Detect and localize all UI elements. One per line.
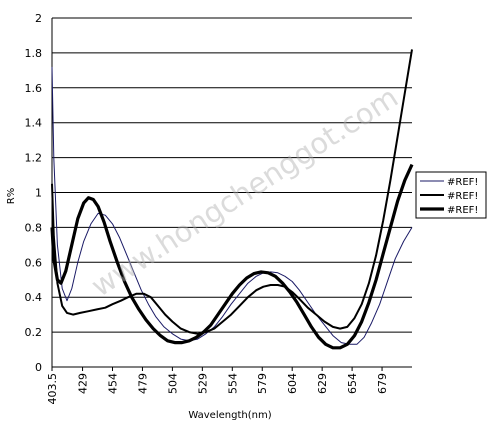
x-axis-title: Wavelength(nm) [188, 410, 271, 421]
legend: #REF! #REF! #REF! [415, 171, 487, 219]
y-tick-label: 0.4 [25, 291, 43, 304]
x-axis-ticks: 403.5 429 454 479 504 529 554 579 604 629 654 679 [46, 367, 389, 405]
x-tick-label: 479 [136, 373, 149, 394]
y-tick-label: 0.8 [25, 221, 43, 234]
y-tick-label: 1.8 [25, 47, 43, 60]
x-tick-label: 529 [196, 373, 209, 394]
y-tick-label: 1.6 [25, 82, 43, 95]
y-tick-label: 1.4 [25, 117, 43, 130]
series-line-2 [51, 49, 413, 335]
y-tick-label: 0.2 [25, 326, 43, 339]
y-tick-label: 0.6 [25, 256, 43, 269]
series-line-3 [50, 163, 414, 350]
y-axis-title: R% [6, 188, 17, 204]
x-tick-label: 454 [106, 373, 119, 394]
x-tick-label: 429 [77, 373, 90, 394]
y-tick-label: 2 [35, 12, 42, 25]
watermark-text: www.hongchenggot.com [85, 80, 404, 304]
x-tick-label: 604 [286, 373, 299, 394]
x-tick-label: 554 [226, 373, 239, 394]
grid-lines [52, 17, 412, 333]
x-tick-label: 629 [316, 373, 329, 394]
legend-label-3: #REF! [447, 205, 478, 216]
y-tick-label: 0 [35, 361, 42, 374]
x-tick-label: 504 [166, 373, 179, 394]
x-tick-label: 654 [346, 373, 359, 394]
y-tick-label: 1.2 [25, 152, 43, 165]
x-tick-label: 579 [256, 373, 269, 394]
legend-label-1: #REF! [447, 177, 478, 188]
series-lines [50, 49, 414, 350]
y-axis-ticks: 0 0.2 0.4 0.6 0.8 1 1.2 1.4 1.6 1.8 2 [25, 12, 43, 374]
legend-label-2: #REF! [447, 191, 478, 202]
x-tick-label: 679 [376, 373, 389, 394]
y-tick-label: 1 [35, 187, 42, 200]
x-tick-label: 403.5 [46, 373, 59, 405]
